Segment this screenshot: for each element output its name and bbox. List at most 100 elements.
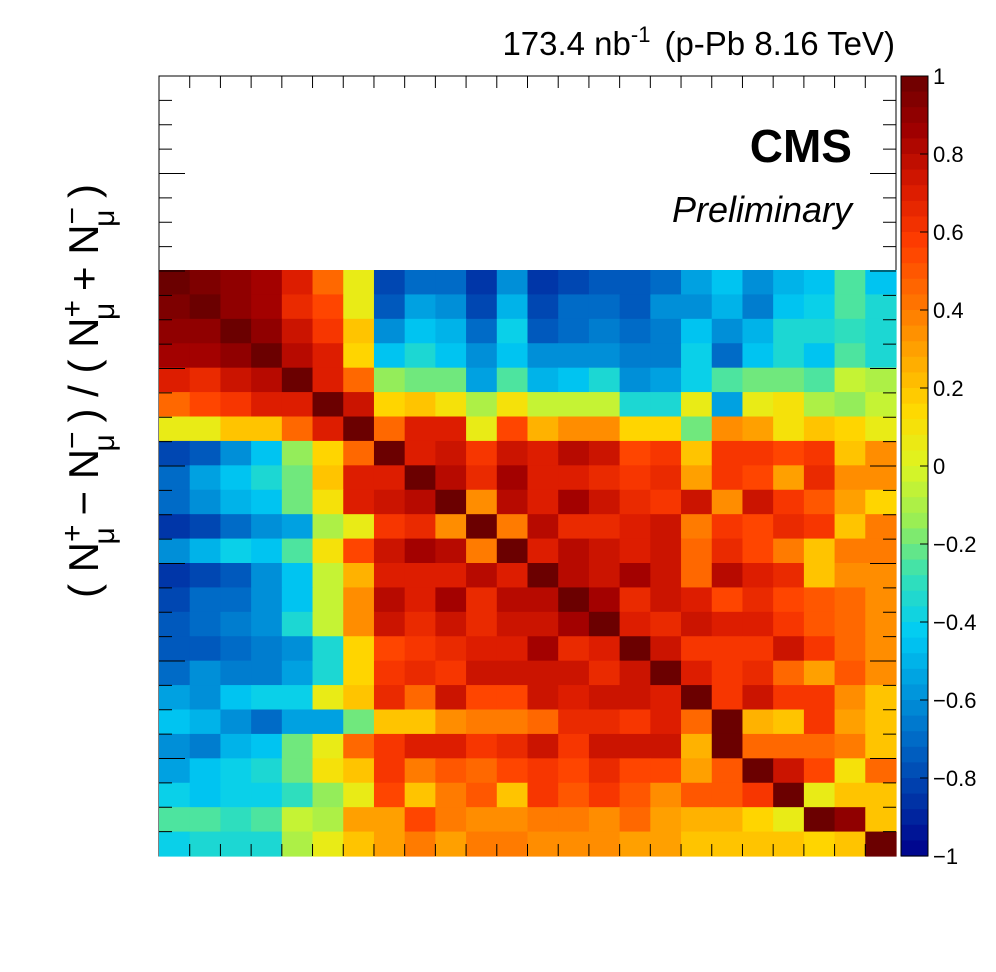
heatmap-cell: [803, 733, 836, 759]
heatmap-cell: [281, 685, 314, 711]
heatmap-cell: [558, 587, 590, 613]
heatmap-cell: [281, 489, 314, 515]
heatmap-cell: [312, 587, 344, 613]
heatmap-cell: [435, 343, 467, 369]
colorbar-segment: [901, 731, 928, 748]
heatmap-cell: [773, 489, 805, 515]
colorbar-segment: [901, 809, 928, 826]
heatmap-cell: [650, 440, 682, 466]
heatmap-cell: [681, 807, 713, 833]
heatmap-cell: [435, 367, 467, 393]
heatmap-cell: [803, 563, 836, 589]
heatmap-cell: [742, 416, 774, 442]
colorbar-segment: [901, 700, 928, 717]
heatmap-cell: [527, 538, 559, 564]
heatmap-cell: [312, 758, 344, 784]
heatmap-cell: [803, 685, 836, 711]
heatmap-cell: [466, 807, 498, 833]
heatmap-cell: [281, 294, 314, 320]
colorbar-segment: [901, 325, 928, 342]
heatmap-cell: [681, 782, 713, 808]
heatmap-cell: [312, 685, 344, 711]
heatmap-cell: [496, 709, 529, 735]
heatmap-cell: [312, 514, 344, 540]
heatmap-cell: [865, 538, 897, 564]
heatmap-cell: [312, 538, 344, 564]
colorbar-tick-label: 0.4: [933, 298, 964, 323]
colorbar-tick-label: 0.2: [933, 376, 964, 401]
heatmap-cell: [650, 782, 682, 808]
heatmap-cell: [650, 392, 682, 418]
heatmap-cell: [773, 709, 805, 735]
heatmap-cell: [281, 416, 314, 442]
preliminary-label: Preliminary: [672, 189, 854, 230]
heatmap-cell: [711, 758, 744, 784]
heatmap-cell: [496, 611, 529, 637]
heatmap-cell: [343, 563, 375, 589]
heatmap-cell: [251, 270, 283, 296]
heatmap-cell: [251, 440, 283, 466]
heatmap-cell: [281, 636, 314, 662]
heatmap-cell: [834, 733, 866, 759]
heatmap-cell: [220, 270, 252, 296]
heatmap-cell: [742, 709, 774, 735]
heatmap-cell: [373, 538, 406, 564]
heatmap-cell: [435, 587, 467, 613]
heatmap-cell: [588, 318, 621, 344]
heatmap-cell: [588, 636, 621, 662]
heatmap-cell: [834, 587, 866, 613]
heatmap-cell: [220, 538, 252, 564]
heatmap-cell: [527, 782, 559, 808]
heatmap-cell: [834, 758, 866, 784]
heatmap-cell: [711, 538, 744, 564]
heatmap-cell: [312, 392, 344, 418]
heatmap-cell: [711, 343, 744, 369]
heatmap-cell: [588, 440, 621, 466]
heatmap-cell: [373, 294, 406, 320]
heatmap-cell: [466, 611, 498, 637]
heatmap-cell: [803, 416, 836, 442]
heatmap-cell: [312, 270, 344, 296]
heatmap-cell: [435, 514, 467, 540]
heatmap-cell: [681, 758, 713, 784]
heatmap-cell: [742, 587, 774, 613]
heatmap-cell: [865, 514, 897, 540]
heatmap-cell: [281, 807, 314, 833]
heatmap-cell: [312, 660, 344, 686]
colorbar-segment: [901, 481, 928, 498]
heatmap-cell: [466, 636, 498, 662]
heatmap-cell: [588, 611, 621, 637]
heatmap-cell: [773, 660, 805, 686]
heatmap-cell: [189, 831, 222, 857]
heatmap-cell: [404, 392, 436, 418]
colorbar-segment: [901, 263, 928, 280]
heatmap-cell: [527, 636, 559, 662]
heatmap-cell: [558, 685, 590, 711]
heatmap-cell: [373, 563, 406, 589]
heatmap-cell: [803, 489, 836, 515]
colorbar-segment: [901, 715, 928, 732]
heatmap-cell: [496, 636, 529, 662]
colorbar-segment: [901, 232, 928, 249]
heatmap-cell: [220, 831, 252, 857]
heatmap-cell: [865, 660, 897, 686]
heatmap-cell: [466, 563, 498, 589]
heatmap-cells: [159, 270, 897, 857]
heatmap-cell: [159, 709, 191, 735]
colorbar-segment: [901, 91, 928, 108]
heatmap-cell: [527, 367, 559, 393]
heatmap-cell: [773, 807, 805, 833]
heatmap-cell: [404, 489, 436, 515]
heatmap-cell: [742, 758, 774, 784]
heatmap-cell: [373, 782, 406, 808]
heatmap-cell: [527, 758, 559, 784]
heatmap-cell: [865, 807, 897, 833]
heatmap-cell: [496, 392, 529, 418]
heatmap-cell: [865, 465, 897, 491]
colorbar-tick-label: 0: [933, 454, 945, 479]
heatmap-cell: [650, 807, 682, 833]
heatmap-cell: [312, 465, 344, 491]
heatmap-cell: [865, 685, 897, 711]
heatmap-cell: [373, 514, 406, 540]
heatmap-cell: [435, 611, 467, 637]
